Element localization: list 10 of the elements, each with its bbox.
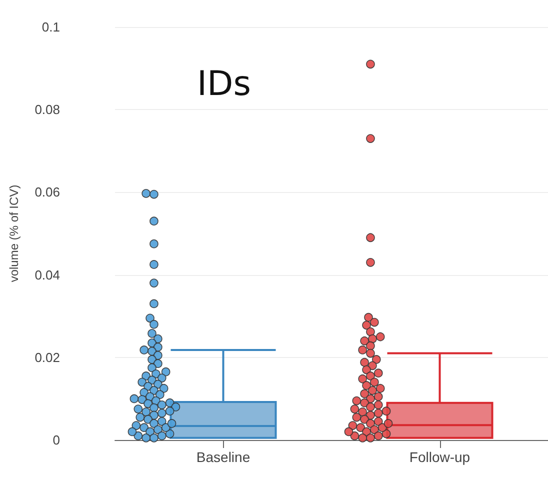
text: IDs	[197, 64, 251, 104]
y-tick-label: 0.06	[34, 184, 60, 200]
y-tick-label: 0.08	[34, 102, 60, 118]
y-tick-label: 0.04	[34, 267, 60, 282]
y-tick-label: 0	[52, 432, 60, 448]
y-tick-label: 0.02	[34, 350, 60, 365]
x-tick-label: Follow-up	[409, 449, 470, 465]
y-axis-title: volume (% of ICV)	[7, 184, 21, 282]
y-tick-label: 0.1	[42, 20, 60, 34]
x-tick-label: Baseline	[196, 449, 250, 465]
